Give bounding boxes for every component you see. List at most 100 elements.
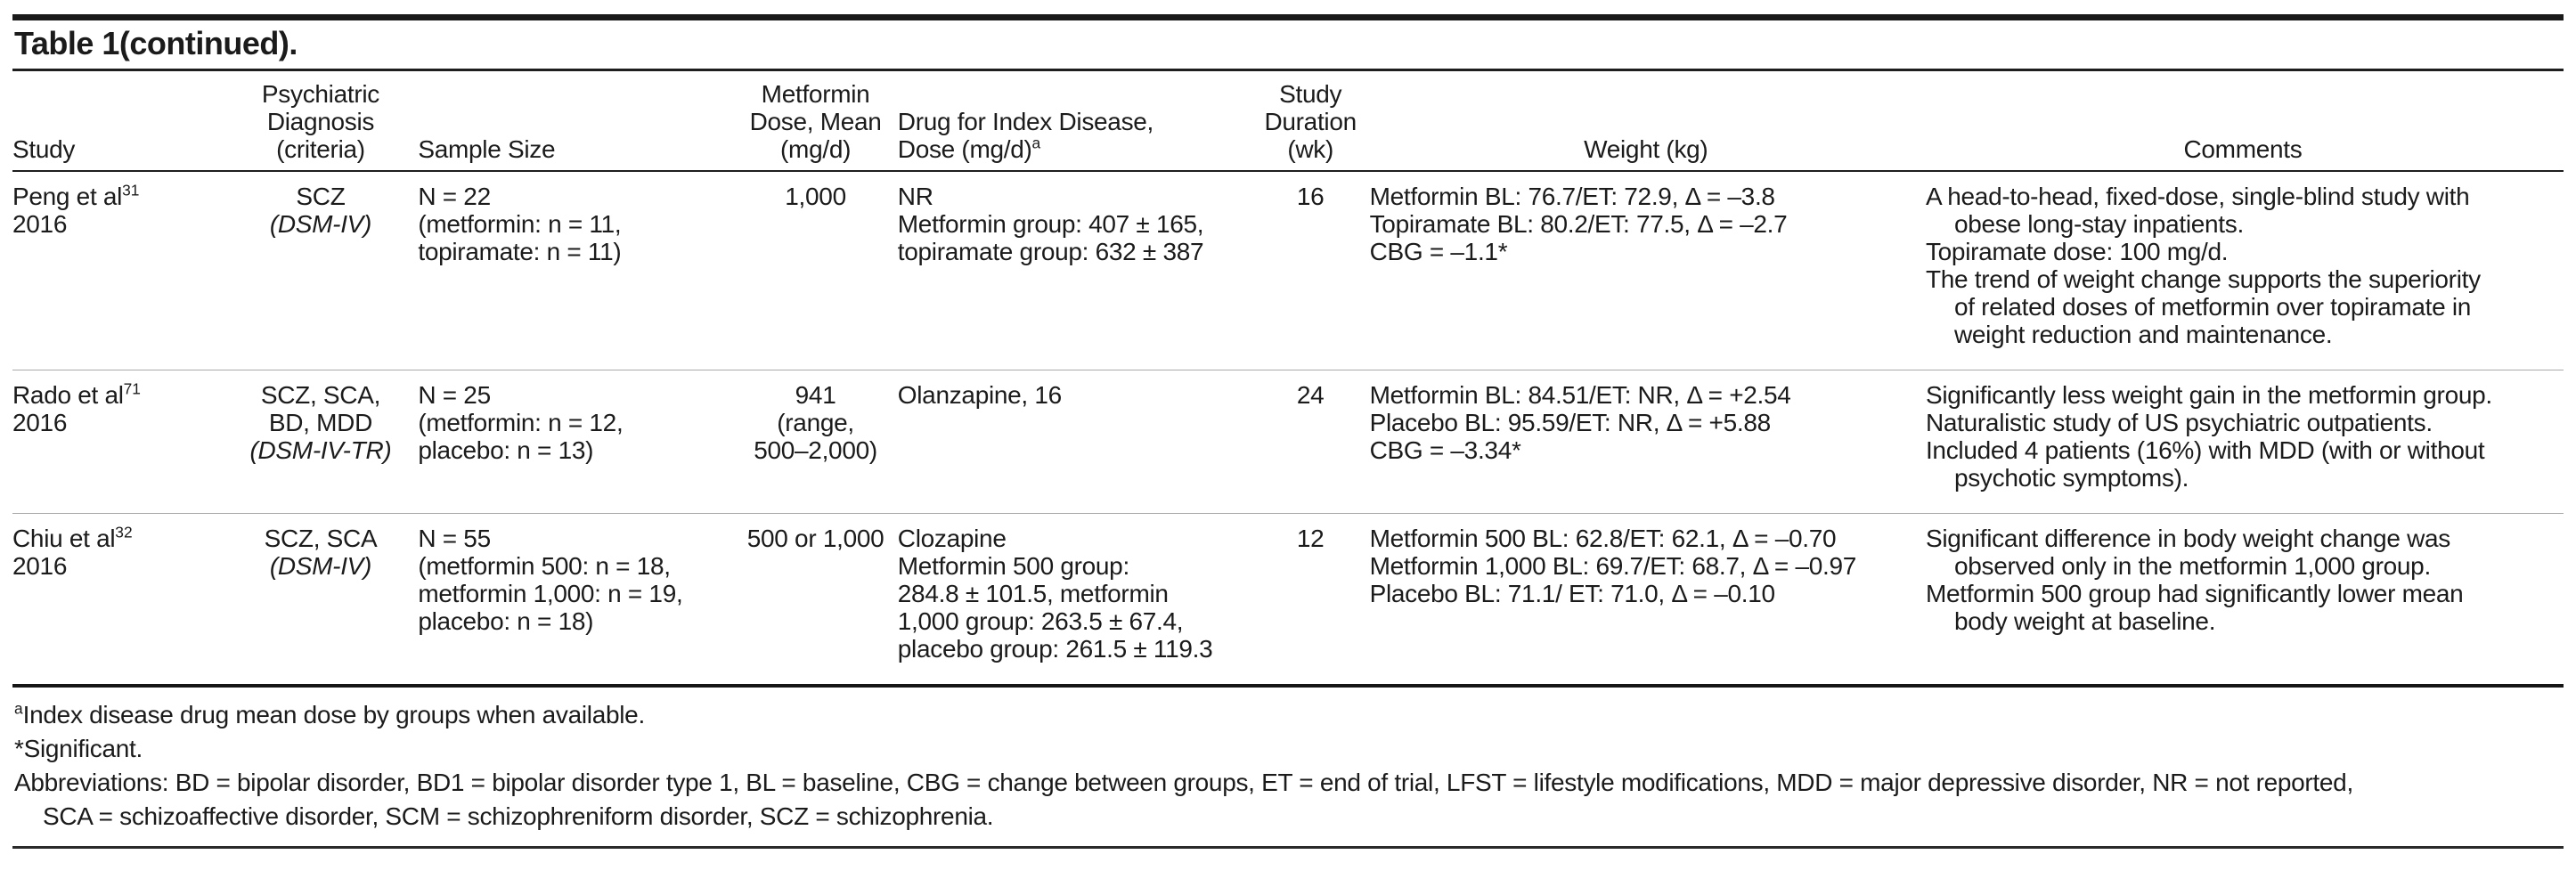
comment: Topiramate dose: 100 mg/d. bbox=[1925, 238, 2229, 265]
footnote-marker: a bbox=[1031, 134, 1041, 152]
header-line: Comments bbox=[2183, 135, 2303, 163]
cell-weight-line: Topiramate BL: 80.2/ET: 77.5, Δ = –2.7 bbox=[1369, 210, 1788, 238]
cell-duration: 16 bbox=[1296, 183, 1325, 210]
cell-index-drug-line: topiramate group: 632 ± 387 bbox=[897, 238, 1204, 265]
header-line: Dose (mg/d)a bbox=[897, 134, 1041, 163]
comment: A head-to-head, fixed-dose, single-blind… bbox=[1925, 183, 2470, 238]
header-line: Study bbox=[12, 135, 76, 163]
cell-weight-line: CBG = –1.1* bbox=[1369, 238, 1508, 265]
reference-number: 32 bbox=[115, 523, 133, 541]
cell-metformin-dose: 1,000 bbox=[737, 171, 897, 370]
comment: Naturalistic study of US psychiatric out… bbox=[1925, 409, 2433, 436]
cell-study: Rado et al71 2016 bbox=[12, 370, 227, 514]
cell-weight-line: CBG = –3.34* bbox=[1369, 436, 1521, 464]
header-line: (criteria) bbox=[276, 135, 365, 163]
header-line: Study bbox=[1279, 80, 1342, 108]
footnote: Abbreviations: BD = bipolar disorder, BD… bbox=[14, 769, 2353, 830]
cell-weight: Metformin BL: 76.7/ET: 72.9, Δ = –3.8 Top… bbox=[1370, 171, 1926, 370]
cell-comments: A head-to-head, fixed-dose, single-blind… bbox=[1926, 171, 2564, 370]
footnotes: aIndex disease drug mean dose by groups … bbox=[12, 688, 2564, 849]
footnote: aIndex disease drug mean dose by groups … bbox=[14, 699, 645, 728]
cell-comments: Significantly less weight gain in the me… bbox=[1926, 370, 2564, 514]
cell-sample-size-line: N = 22 bbox=[418, 183, 491, 210]
table-row: Peng et al31 2016 SCZ (DSM-IV) N = 22 (metfor… bbox=[12, 171, 2564, 370]
cell-sample-size-line: (metformin 500: n = 18, bbox=[418, 552, 671, 580]
study-name: Peng et al31 bbox=[12, 181, 140, 210]
cell-index-drug-line: NR bbox=[897, 183, 933, 210]
cell-study: Chiu et al32 2016 bbox=[12, 514, 227, 687]
study-table: Study Psychiatric Diagnosis (criteria) Sampl… bbox=[12, 69, 2564, 688]
cell-metformin-dose-line: 500 or 1,000 bbox=[746, 525, 884, 552]
reference-number: 71 bbox=[123, 379, 141, 398]
diagnosis-line: SCZ, SCA bbox=[264, 525, 378, 552]
footnote: *Significant. bbox=[14, 735, 143, 762]
diagnosis-line: SCZ, SCA, bbox=[260, 381, 381, 409]
cell-sample-size-line: (metformin: n = 11, bbox=[418, 210, 622, 238]
cell-sample-size: N = 22 (metformin: n = 11, topiramate: n =… bbox=[418, 171, 737, 370]
table-row: Rado et al71 2016 SCZ, SCA, BD, MDD (DSM-IV-… bbox=[12, 370, 2564, 514]
cell-index-drug-line: Olanzapine, 16 bbox=[897, 381, 1062, 409]
header-line: Weight (kg) bbox=[1584, 135, 1708, 163]
cell-diagnosis: SCZ, SCA, BD, MDD (DSM-IV-TR) bbox=[227, 370, 419, 514]
cell-weight-line: Metformin 1,000 BL: 69.7/ET: 68.7, Δ = –… bbox=[1369, 552, 1857, 580]
cell-sample-size: N = 55 (metformin 500: n = 18, metformin 1… bbox=[418, 514, 737, 687]
header-line: Psychiatric bbox=[261, 80, 379, 108]
table-head: Study Psychiatric Diagnosis (criteria) Sampl… bbox=[12, 70, 2564, 172]
diagnosis-criteria: (DSM-IV) bbox=[269, 552, 372, 580]
cell-index-drug-line: 1,000 group: 263.5 ± 67.4, bbox=[897, 607, 1184, 635]
cell-metformin-dose-line: (range, bbox=[777, 409, 854, 436]
cell-weight-line: Placebo BL: 95.59/ET: NR, Δ = +5.88 bbox=[1369, 409, 1772, 436]
comment: Significantly less weight gain in the me… bbox=[1925, 381, 2492, 409]
column-header-metformin-dose: Metformin Dose, Mean (mg/d) bbox=[737, 70, 897, 172]
cell-weight: Metformin 500 BL: 62.8/ET: 62.1, Δ = –0.… bbox=[1370, 514, 1926, 687]
diagnosis-criteria: (DSM-IV) bbox=[269, 210, 372, 238]
cell-index-drug: Clozapine Metformin 500 group: 284.8 ± 101… bbox=[898, 514, 1255, 687]
diagnosis-line: BD, MDD bbox=[268, 409, 373, 436]
column-header-study: Study bbox=[12, 70, 227, 172]
header-line: Diagnosis bbox=[266, 108, 375, 135]
cell-comments: Significant difference in body weight ch… bbox=[1926, 514, 2564, 687]
cell-sample-size-line: topiramate: n = 11) bbox=[418, 238, 622, 265]
study-name: Rado et al71 bbox=[12, 379, 141, 409]
cell-metformin-dose-line: 500–2,000) bbox=[754, 436, 877, 464]
cell-index-drug-line: placebo group: 261.5 ± 119.3 bbox=[897, 635, 1213, 663]
column-header-comments: Comments bbox=[1926, 70, 2564, 172]
cell-duration: 24 bbox=[1296, 381, 1325, 409]
cell-index-drug: Olanzapine, 16 bbox=[898, 370, 1255, 514]
footnote-marker: a bbox=[14, 699, 23, 718]
cell-weight: Metformin BL: 84.51/ET: NR, Δ = +2.54 Pla… bbox=[1370, 370, 1926, 514]
reference-number: 31 bbox=[122, 181, 140, 199]
column-header-sample-size: Sample Size bbox=[418, 70, 737, 172]
table-1-continued-page: Table 1(continued). Study Psychiatric Diag… bbox=[12, 14, 2564, 849]
cell-sample-size-line: placebo: n = 13) bbox=[418, 436, 594, 464]
cell-weight-line: Metformin BL: 76.7/ET: 72.9, Δ = –3.8 bbox=[1369, 183, 1775, 210]
table-row: Chiu et al32 2016 SCZ, SCA (DSM-IV) N = 55 (m… bbox=[12, 513, 2564, 687]
header-line: Sample Size bbox=[418, 135, 556, 163]
header-line: Drug for Index Disease, bbox=[897, 108, 1154, 135]
study-year: 2016 bbox=[12, 409, 68, 436]
cell-index-drug-line: Metformin group: 407 ± 165, bbox=[897, 210, 1204, 238]
cell-diagnosis: SCZ (DSM-IV) bbox=[227, 171, 419, 370]
cell-study: Peng et al31 2016 bbox=[12, 171, 227, 370]
cell-duration: 12 bbox=[1296, 525, 1325, 552]
cell-sample-size-line: metformin 1,000: n = 19, bbox=[418, 580, 683, 607]
header-line: (wk) bbox=[1287, 135, 1333, 163]
cell-sample-size-line: (metformin: n = 12, bbox=[418, 409, 624, 436]
cell-weight-line: Placebo BL: 71.1/ ET: 71.0, Δ = –0.10 bbox=[1369, 580, 1775, 607]
header-row: Study Psychiatric Diagnosis (criteria) Sampl… bbox=[12, 70, 2564, 172]
cell-index-drug-line: Clozapine bbox=[897, 525, 1007, 552]
comment: Significant difference in body weight ch… bbox=[1925, 525, 2450, 580]
cell-sample-size-line: N = 25 bbox=[418, 381, 491, 409]
diagnosis-line: SCZ bbox=[296, 183, 346, 210]
comment: Metformin 500 group had significantly lo… bbox=[1925, 580, 2464, 635]
cell-sample-size: N = 25 (metformin: n = 12, placebo: n = 13… bbox=[418, 370, 737, 514]
column-header-duration: Study Duration (wk) bbox=[1255, 70, 1370, 172]
cell-metformin-dose-line: 1,000 bbox=[785, 183, 846, 210]
table-body: Peng et al31 2016 SCZ (DSM-IV) N = 22 (metfor… bbox=[12, 171, 2564, 686]
cell-diagnosis: SCZ, SCA (DSM-IV) bbox=[227, 514, 419, 687]
comment: Included 4 patients (16%) with MDD (with… bbox=[1925, 436, 2485, 492]
column-header-diagnosis: Psychiatric Diagnosis (criteria) bbox=[227, 70, 419, 172]
cell-sample-size-line: N = 55 bbox=[418, 525, 491, 552]
top-rule bbox=[12, 14, 2564, 20]
comment: The trend of weight change supports the … bbox=[1925, 265, 2481, 348]
